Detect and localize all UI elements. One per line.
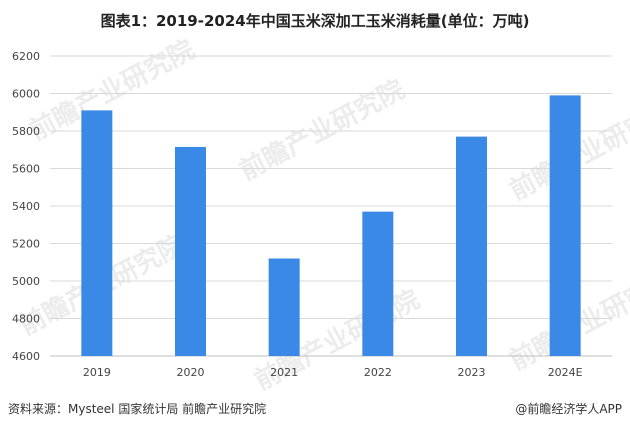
bar <box>549 95 581 356</box>
x-tick-label: 2021 <box>270 366 298 379</box>
y-tick-label: 6200 <box>12 50 40 63</box>
y-tick-label: 4600 <box>12 350 40 363</box>
bar <box>362 211 394 356</box>
x-tick-label: 2019 <box>83 366 111 379</box>
bar <box>456 136 487 356</box>
brand-label: @前瞻经济学人APP <box>515 402 622 416</box>
x-tick-label: 2023 <box>458 366 486 379</box>
x-tick-label: 2024E <box>548 366 583 379</box>
y-tick-label: 5600 <box>12 163 40 176</box>
y-tick-label: 5400 <box>12 200 40 213</box>
bar <box>175 146 206 356</box>
y-tick-label: 5200 <box>12 238 40 251</box>
bar <box>81 110 113 356</box>
bar <box>268 258 300 356</box>
x-tick-label: 2020 <box>177 366 205 379</box>
chart-title: 图表1：2019-2024年中国玉米深加工玉米消耗量(单位：万吨) <box>100 12 530 30</box>
x-tick-label: 2022 <box>364 366 392 379</box>
y-tick-label: 5000 <box>12 275 40 288</box>
y-tick-label: 6000 <box>12 88 40 101</box>
y-tick-label: 5800 <box>12 125 40 138</box>
source-note: 资料来源：Mysteel 国家统计局 前瞻产业研究院 <box>8 402 267 416</box>
y-tick-label: 4800 <box>12 313 40 326</box>
